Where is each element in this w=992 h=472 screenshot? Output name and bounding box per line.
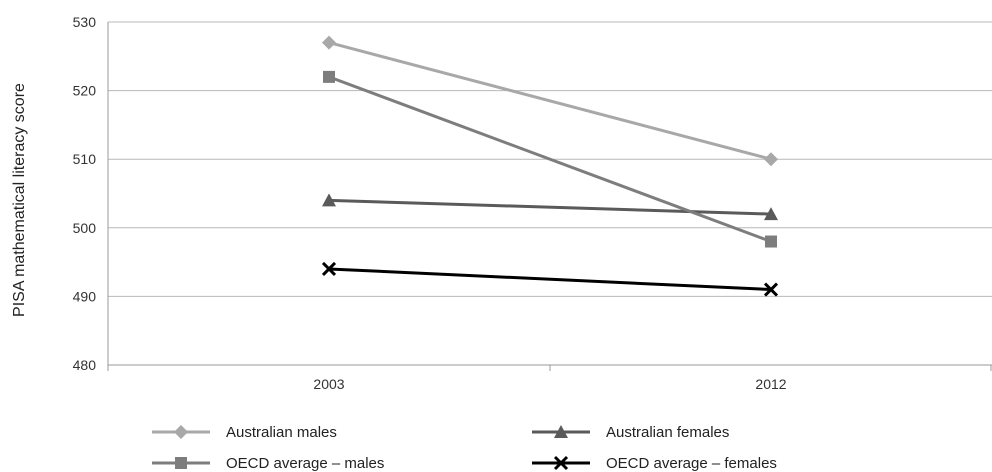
series-1 xyxy=(322,193,778,221)
data-point-marker xyxy=(322,35,336,50)
data-point-marker xyxy=(323,70,335,83)
legend-swatch-marker xyxy=(553,455,569,471)
data-point-marker xyxy=(764,152,778,167)
legend: Australian males Australian females OECD a… xyxy=(152,424,777,472)
legend-label: OECD average – males xyxy=(226,455,384,472)
series-line xyxy=(328,75,772,243)
series-0 xyxy=(322,35,778,167)
series-line xyxy=(328,198,772,216)
y-tick-label: 490 xyxy=(73,288,97,304)
series-line xyxy=(328,41,772,161)
legend-item: Australian males xyxy=(152,424,337,441)
legend-item: Australian females xyxy=(532,424,729,441)
data-point-marker xyxy=(763,282,779,297)
series-3 xyxy=(321,261,779,297)
y-tick-label: 520 xyxy=(73,83,97,99)
y-tick-label: 480 xyxy=(73,357,97,373)
data-point-marker xyxy=(765,235,777,248)
legend-swatch-marker xyxy=(554,425,568,438)
legend-item: OECD average – females xyxy=(532,455,777,472)
tick-labels: 480 490 500 510 520 530 2003 2012 xyxy=(73,14,787,392)
x-tick-label: 2012 xyxy=(755,376,786,392)
x-tick-label: 2003 xyxy=(313,376,344,392)
legend-swatch-marker xyxy=(174,425,188,439)
y-tick-label: 530 xyxy=(73,14,97,30)
legend-swatch-marker xyxy=(175,457,187,469)
data-point-marker xyxy=(764,207,778,221)
series-line xyxy=(328,267,772,292)
legend-label: Australian males xyxy=(226,424,337,441)
series-group xyxy=(321,35,779,297)
data-point-marker xyxy=(322,193,336,207)
axes xyxy=(107,22,992,371)
legend-label: Australian females xyxy=(606,424,729,441)
legend-label: OECD average – females xyxy=(606,455,777,472)
data-point-marker xyxy=(321,261,337,277)
legend-item: OECD average – males xyxy=(152,455,384,472)
y-tick-label: 510 xyxy=(73,151,97,167)
series-2 xyxy=(323,70,777,248)
y-axis-title: PISA mathematical literacy score xyxy=(11,83,28,317)
y-tick-label: 500 xyxy=(73,220,97,236)
